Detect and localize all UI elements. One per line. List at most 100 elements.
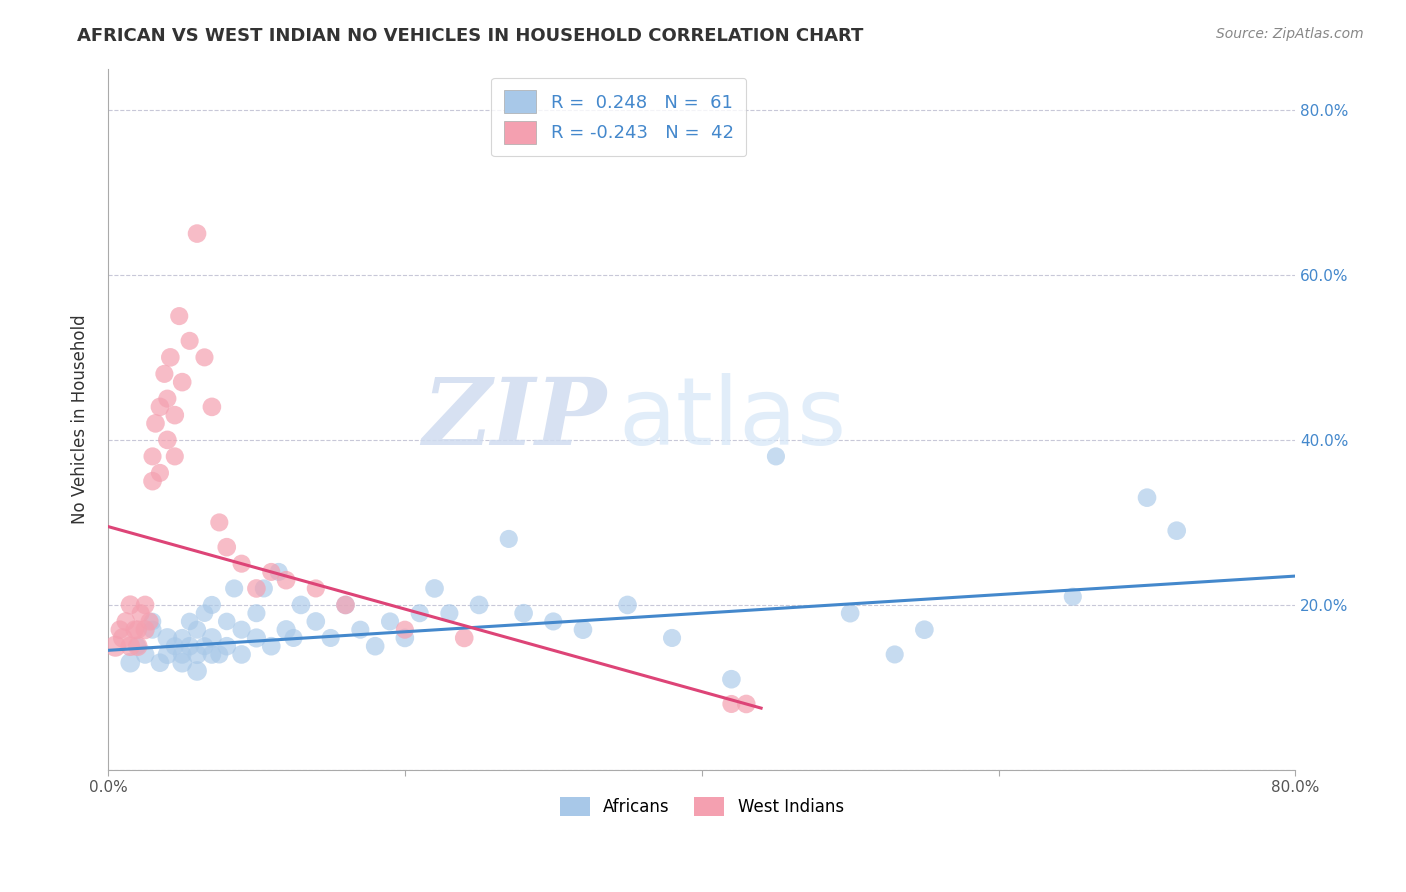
Point: [108, 623, 131, 637]
Point: [163, 450, 186, 464]
Point: [127, 623, 149, 637]
Point: [141, 474, 163, 488]
Point: [661, 631, 683, 645]
Point: [172, 631, 194, 645]
Point: [120, 639, 142, 653]
Point: [912, 623, 935, 637]
Point: [186, 648, 208, 662]
Point: [172, 375, 194, 389]
Point: [215, 615, 238, 629]
Point: [156, 433, 179, 447]
Point: [149, 400, 172, 414]
Point: [186, 664, 208, 678]
Legend: Africans, West Indians: Africans, West Indians: [551, 789, 852, 825]
Point: [156, 648, 179, 662]
Point: [186, 623, 208, 637]
Point: [179, 334, 201, 348]
Point: [305, 582, 328, 596]
Point: [616, 598, 638, 612]
Point: [179, 639, 201, 653]
Text: AFRICAN VS WEST INDIAN NO VEHICLES IN HOUSEHOLD CORRELATION CHART: AFRICAN VS WEST INDIAN NO VEHICLES IN HO…: [77, 27, 863, 45]
Point: [186, 227, 208, 241]
Point: [319, 631, 342, 645]
Point: [172, 656, 194, 670]
Point: [159, 351, 181, 365]
Point: [512, 606, 534, 620]
Point: [335, 598, 357, 612]
Point: [1062, 590, 1084, 604]
Point: [172, 648, 194, 662]
Point: [364, 639, 387, 653]
Point: [153, 367, 176, 381]
Point: [260, 565, 283, 579]
Point: [1166, 524, 1188, 538]
Point: [245, 606, 267, 620]
Point: [439, 606, 461, 620]
Point: [335, 598, 357, 612]
Point: [201, 598, 224, 612]
Point: [267, 565, 290, 579]
Point: [145, 417, 167, 431]
Point: [423, 582, 446, 596]
Point: [149, 656, 172, 670]
Point: [141, 450, 163, 464]
Point: [215, 540, 238, 554]
Point: [141, 615, 163, 629]
Point: [208, 648, 231, 662]
Point: [572, 623, 595, 637]
Point: [394, 631, 416, 645]
Point: [193, 639, 215, 653]
Point: [245, 631, 267, 645]
Point: [274, 573, 297, 587]
Point: [215, 639, 238, 653]
Point: [260, 639, 283, 653]
Point: [498, 532, 520, 546]
Point: [120, 598, 142, 612]
Point: [290, 598, 312, 612]
Point: [156, 392, 179, 406]
Point: [253, 582, 276, 596]
Point: [543, 615, 565, 629]
Point: [839, 606, 862, 620]
Point: [179, 615, 201, 629]
Point: [127, 639, 149, 653]
Point: [167, 309, 190, 323]
Point: [163, 408, 186, 422]
Point: [163, 639, 186, 653]
Point: [134, 648, 156, 662]
Point: [1136, 491, 1159, 505]
Point: [201, 400, 224, 414]
Point: [141, 623, 163, 637]
Point: [245, 582, 267, 596]
Point: [720, 697, 742, 711]
Point: [127, 639, 149, 653]
Point: [883, 648, 905, 662]
Point: [394, 623, 416, 637]
Point: [111, 631, 134, 645]
Point: [231, 648, 253, 662]
Point: [720, 672, 742, 686]
Point: [201, 648, 224, 662]
Text: Source: ZipAtlas.com: Source: ZipAtlas.com: [1216, 27, 1364, 41]
Point: [124, 623, 146, 637]
Point: [468, 598, 491, 612]
Point: [193, 606, 215, 620]
Point: [208, 516, 231, 530]
Point: [765, 450, 787, 464]
Text: ZIP: ZIP: [422, 375, 607, 464]
Y-axis label: No Vehicles in Household: No Vehicles in Household: [72, 315, 89, 524]
Point: [129, 606, 152, 620]
Point: [193, 351, 215, 365]
Point: [735, 697, 758, 711]
Point: [114, 615, 136, 629]
Point: [134, 623, 156, 637]
Point: [120, 656, 142, 670]
Point: [201, 631, 224, 645]
Point: [104, 639, 127, 653]
Point: [224, 582, 246, 596]
Point: [149, 466, 172, 480]
Point: [231, 557, 253, 571]
Point: [134, 598, 156, 612]
Point: [409, 606, 432, 620]
Point: [283, 631, 305, 645]
